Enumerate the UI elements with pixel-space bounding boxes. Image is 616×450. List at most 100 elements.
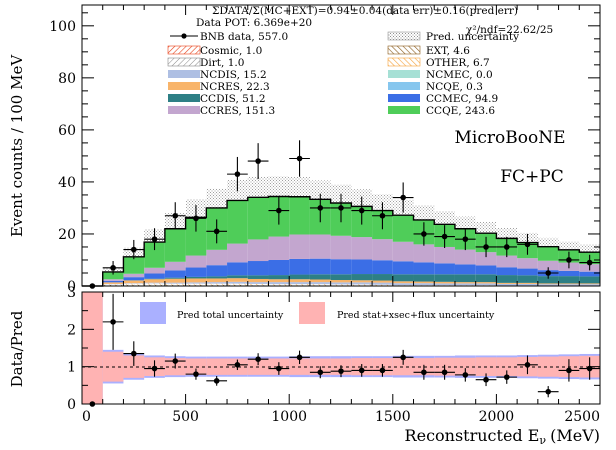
bar-ncres-17 [434,281,455,284]
bar-ext-6 [206,284,228,286]
legend-label-9: NCQE, 0.3 [426,81,483,93]
bar-ncres-20 [496,282,518,284]
bar-other-18 [454,285,476,286]
bar-ncres-15 [392,281,414,284]
bar-other-6 [206,283,228,285]
data-point-19 [483,244,489,250]
bar-ncres-2 [123,280,145,284]
bar-ccmec-8 [247,261,269,276]
bar-ncres-13 [351,280,373,283]
bar-ext-7 [227,284,248,286]
bar-ccmec-24 [579,271,600,277]
bar-other-15 [392,285,414,286]
ratio-point-1 [110,319,116,325]
ratio-band-stat-5 [185,358,207,375]
legend-label-stat: Pred stat+xsec+flux uncertainty [337,310,495,321]
pred-uncertainty-20 [496,227,518,239]
data-point-20 [503,244,510,250]
bar-ccqe-22 [537,246,559,261]
data-point-3 [151,236,158,242]
bar-ccdis-13 [351,274,373,281]
bar-ccres-21 [517,258,538,269]
main-ylabel: Event counts / 100 MeV [8,54,26,237]
bar-ncres-24 [579,283,600,285]
ratio-band-stat-0 [82,292,103,404]
legend-swatch-12 [168,106,200,114]
legend-label-8: NCRES, 22.3 [200,81,270,93]
bar-ccmec-13 [351,259,373,275]
ratio-point-20 [503,374,510,380]
pred-uncertainty-18 [454,216,476,229]
ratio-ytick-label-2: 2 [67,322,76,338]
bar-other-10 [289,284,310,286]
legend-label-11: CCMEC, 94.9 [426,93,498,105]
bar-ncdis-5 [185,282,207,284]
data-point-2 [131,246,137,253]
ratio-point-4 [172,358,179,364]
legend-label-total: Pred total uncertainty [177,310,284,321]
bar-ccdis-15 [392,274,414,282]
bar-ccres-1 [102,279,124,281]
legend-label-10: CCDIS, 51.2 [200,93,266,105]
ratio-point-9 [276,365,282,372]
ratio-point-22 [545,388,551,395]
bar-other-11 [309,284,331,286]
bar-ccres-4 [164,261,186,271]
legend-swatch-9 [388,82,420,90]
bar-ncres-6 [206,278,228,283]
legend-swatch-3 [387,45,421,55]
bar-ccres-15 [392,241,414,262]
header-line: ΣDATA/Σ(MC+EXT)=0.94±0.04(data err)±0.16… [212,5,518,17]
ratio-point-8 [255,356,261,363]
bar-ccqe-8 [247,197,269,240]
bar-ccres-6 [206,249,228,266]
bar-ccdis-17 [434,274,455,282]
main-plot-frame [81,4,601,287]
main-ticks: 0 20 40 60 80 100 [49,5,601,295]
ratio-point-6 [213,378,220,384]
bar-ext-12 [330,285,352,286]
bar-ccmec-15 [392,261,414,275]
data-point-6 [213,228,220,235]
legend-label-4: Dirt, 1.0 [200,57,244,69]
ratio-point-23 [566,367,572,374]
ratio-band-stat-18 [454,357,476,376]
ratio-point-13 [358,367,365,374]
legend-swatch-7 [388,70,420,78]
ratio-point-5 [193,371,199,377]
bar-ccqe-5 [185,217,207,256]
legend-swatch-total [140,302,166,324]
bar-ccres-12 [330,235,352,260]
bar-ncres-21 [517,282,538,284]
bar-ccdis-18 [454,274,476,283]
bar-ncdis-21 [517,283,538,286]
bar-ext-3 [144,284,165,286]
pred-uncertainty-24 [579,244,600,253]
bar-ncdis-14 [372,282,393,285]
bar-other-12 [330,284,352,286]
bar-ccmec-19 [475,265,497,275]
x-axis-label-sub: ν [539,434,546,447]
bar-ncres-9 [268,279,290,283]
bar-ccmec-9 [268,259,290,276]
main-ytick-label-20: 20 [58,227,76,243]
pred-uncertainty-22 [537,237,559,247]
bar-ccres-22 [537,260,559,271]
bar-ext-11 [309,285,331,286]
bar-other-4 [164,283,186,285]
bar-ncdis-3 [144,282,165,284]
bar-ccmec-7 [227,262,248,276]
xtick-label-2500: 2500 [564,409,600,425]
chi2-label: χ²/ndf=22.62/25 [466,24,553,36]
bar-ncdis-23 [558,284,580,286]
x-axis-label-main: Reconstructed E [405,426,540,445]
xtick-label-0: 0 [82,409,91,425]
data-point-18 [462,236,469,242]
ratio-band-stat-15 [392,358,414,376]
data-point-15 [400,194,406,201]
bar-other-8 [247,283,269,285]
bar-ccdis-16 [413,274,435,282]
legend-swatch-4 [167,57,201,67]
bar-ccres-2 [123,273,145,278]
